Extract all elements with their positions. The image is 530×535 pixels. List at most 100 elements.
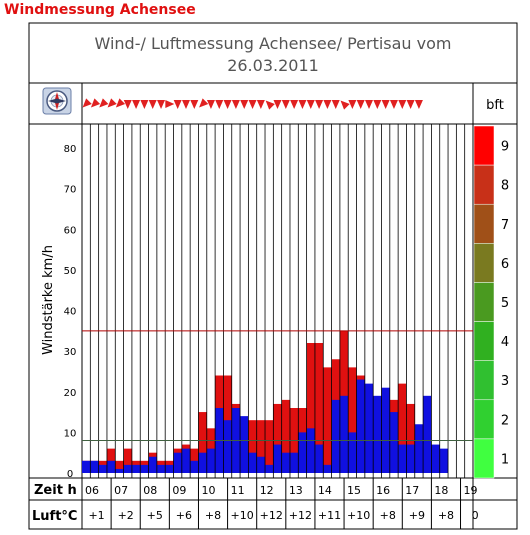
y-tick-label: 80 [64, 144, 77, 155]
wind-arrow-head [132, 100, 141, 109]
wind-arrow-head [381, 100, 390, 109]
gust-bar [306, 343, 315, 473]
hour-label: 13 [289, 484, 303, 497]
bft-segment [473, 164, 495, 205]
mean-bar [414, 424, 424, 473]
wind-arrow-head [248, 100, 257, 109]
gust-bar [348, 367, 357, 473]
gust-bar [265, 420, 274, 473]
temperature-label: +11 [318, 509, 341, 522]
mean-bar [431, 444, 440, 473]
hour-label: 18 [434, 484, 448, 497]
mean-bar [123, 464, 132, 473]
mean-bar [289, 452, 299, 473]
hour-label: 14 [318, 484, 332, 497]
mean-bar [198, 452, 207, 473]
wind-arrow-head [323, 100, 332, 109]
mean-bar [131, 464, 141, 473]
hour-label: 07 [114, 484, 128, 497]
y-tick-labels: 0 10 20 30 40 50 60 70 80 [64, 144, 77, 480]
wind-arrow-head [82, 98, 92, 108]
wind-arrow-head [389, 100, 398, 109]
wind-arrow-icon [306, 100, 315, 109]
bft-unit-label: bft [486, 98, 504, 113]
hour-labels: 06 07 08 09 10 11 12 13 14 15 16 17 18 19 [85, 484, 478, 497]
bars-layer [82, 330, 449, 473]
bft-segment [473, 243, 495, 283]
mean-bar [364, 383, 374, 473]
wind-arrow-icon [248, 100, 257, 109]
temperature-label: +12 [260, 509, 283, 522]
temperature-label: 0 [472, 509, 479, 522]
wind-arrow-head [290, 100, 299, 109]
bft-label: 1 [501, 452, 509, 467]
wind-arrow-head [365, 100, 374, 109]
mean-bar [240, 416, 249, 473]
mean-bar [331, 399, 340, 473]
mean-bar [206, 448, 216, 473]
wind-arrow-head [273, 100, 282, 109]
hour-label: 15 [347, 484, 361, 497]
mean-bar [98, 464, 107, 473]
temperature-label: +9 [409, 509, 425, 522]
wind-arrow-icon [173, 100, 182, 109]
bft-segment [473, 203, 495, 244]
wind-arrow-head [265, 100, 275, 110]
wind-arrow-head [406, 100, 415, 109]
temperature-labels: +1 +2 +5 +6 +8 +10 +12 +12 +11 +10 +8 +9 +8 0 [88, 509, 478, 522]
wind-arrow-head [340, 100, 350, 110]
wind-arrow-head [240, 100, 249, 109]
wind-arrow-head [123, 100, 132, 109]
bft-segment [473, 399, 495, 440]
wind-arrow-head [348, 100, 357, 109]
mean-bar [323, 464, 332, 473]
wind-arrow-head [256, 100, 265, 109]
wind-arrow-head [373, 100, 382, 109]
wind-arrow-head [199, 98, 209, 108]
gust-bar [198, 412, 207, 473]
wind-arrow-icon [356, 100, 365, 109]
mean-bar [356, 379, 365, 473]
wind-arrow-icon [165, 100, 175, 108]
gust-bar [115, 460, 124, 473]
wind-arrow-head [356, 100, 365, 109]
gust-bar [398, 383, 407, 473]
wind-arrow-head [173, 100, 182, 109]
temperature-label: +1 [88, 509, 104, 522]
wind-arrow-icon [223, 100, 232, 109]
hour-label: 11 [231, 484, 245, 497]
hour-label: 17 [405, 484, 419, 497]
wind-arrow-head [398, 100, 407, 109]
y-tick-label: 50 [64, 266, 77, 277]
hour-label: 09 [172, 484, 186, 497]
y-tick-label: 40 [64, 307, 77, 318]
wind-arrow-head [315, 100, 324, 109]
wind-arrow-icon [181, 100, 190, 109]
wind-arrow-icon [290, 100, 299, 109]
temperature-label: +8 [205, 509, 221, 522]
temperature-label: +8 [380, 509, 396, 522]
mean-bar [265, 464, 274, 473]
gust-bar [323, 367, 332, 473]
bft-segment [473, 438, 495, 479]
mean-bar [223, 420, 232, 473]
hour-label: 08 [143, 484, 157, 497]
temperature-label: +12 [289, 509, 312, 522]
mean-bar [156, 464, 166, 473]
mean-bar [381, 387, 390, 473]
wind-arrow-icon [389, 100, 398, 109]
wind-arrow-head [107, 98, 117, 108]
hour-label: 06 [85, 484, 99, 497]
wind-arrow-head [223, 100, 232, 109]
hour-label: 16 [376, 484, 390, 497]
wind-arrow-head [157, 100, 166, 109]
wind-arrow-head [206, 100, 215, 109]
wind-arrow-head [231, 100, 240, 109]
mean-bar [273, 444, 282, 473]
y-tick-label: 0 [67, 469, 73, 480]
wind-arrow-head [298, 100, 307, 109]
wind-arrow-head [90, 98, 101, 108]
y-tick-label: 20 [64, 388, 77, 399]
mean-bar [190, 460, 199, 473]
wind-arrow-icon [199, 98, 209, 108]
